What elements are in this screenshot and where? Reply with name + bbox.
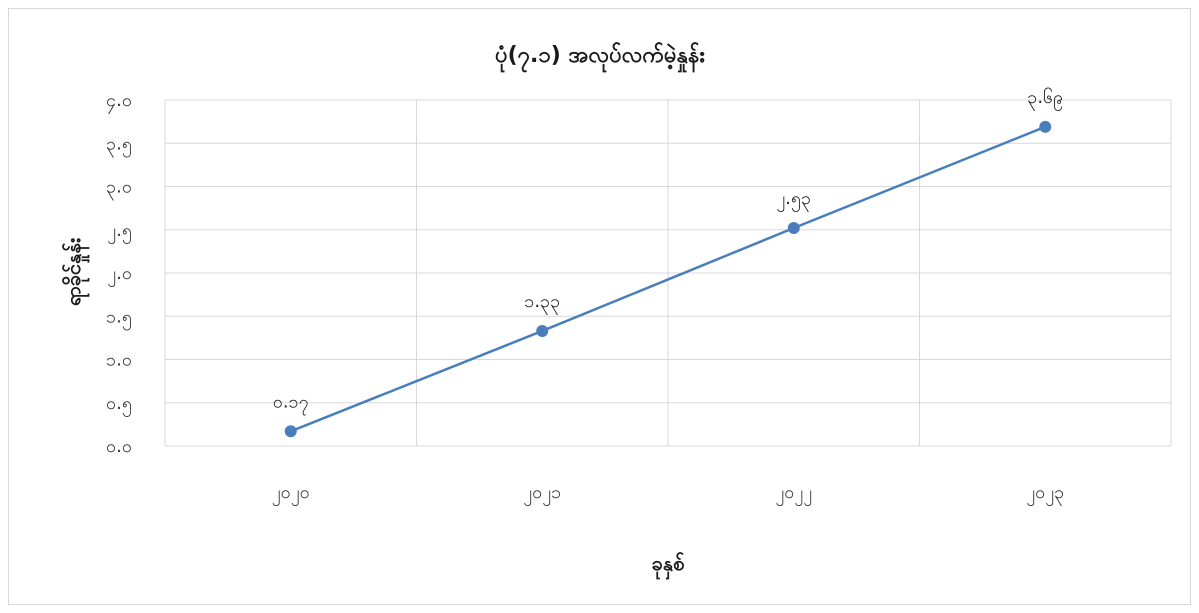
data-label-3: ၃.၆၉ <box>1027 87 1063 111</box>
series-line <box>290 125 1046 433</box>
data-label-1: ၁.၃၃ <box>524 291 560 315</box>
y-tick-label-5: ၂.၅ <box>107 220 132 244</box>
data-point-1 <box>536 324 549 337</box>
y-tick-label-1: ၀.၅ <box>106 393 132 417</box>
data-labels: ၀.၁၇ ၁.၃၃ ၂.၅၃ ၃.၆၉ <box>273 87 1064 415</box>
data-label-2: ၂.၅၃ <box>776 188 811 212</box>
x-tick-label-3: ၂၀၂၃ <box>1026 482 1064 506</box>
x-tick-label-1: ၂၀၂၁ <box>523 482 561 506</box>
y-tick-label-3: ၁.၅ <box>106 306 132 330</box>
data-point-2 <box>787 222 800 235</box>
data-markers <box>284 120 1052 438</box>
y-tick-label-0: ၀.၀ <box>106 436 132 457</box>
y-tick-label-2: ၁.၀ <box>106 350 132 371</box>
y-tick-label-4: ၂.၀ <box>107 263 132 287</box>
y-tick-label-8: ၄.၀ <box>106 90 132 114</box>
x-tick-label-2: ၂၀၂၂ <box>775 482 812 506</box>
y-axis-ticks: ၀.၀ ၀.၅ ၁.၀ ၁.၅ ၂.၀ ၂.၅ ၃.၀ ၃.၅ ၄.၀ <box>106 90 132 457</box>
data-point-0 <box>284 425 297 438</box>
y-tick-label-6: ၃.၀ <box>106 177 132 201</box>
x-axis-ticks: ၂၀၂၀ ၂၀၂၁ ၂၀၂၂ ၂၀၂၃ <box>272 482 1064 506</box>
y-tick-label-7: ၃.၅ <box>106 133 132 157</box>
x-axis-title: ခုနှစ် <box>652 551 685 580</box>
data-label-0: ၀.၁၇ <box>273 391 309 415</box>
data-point-3 <box>1039 120 1052 133</box>
gridlines <box>164 99 1172 447</box>
chart-title: ပုံ(၇.၁) အလုပ်လက်မဲ့နှုန်း <box>495 41 705 73</box>
y-axis-title: ရာခိုင်နှုန်း <box>61 238 90 306</box>
x-tick-label-0: ၂၀၂၀ <box>272 482 310 506</box>
